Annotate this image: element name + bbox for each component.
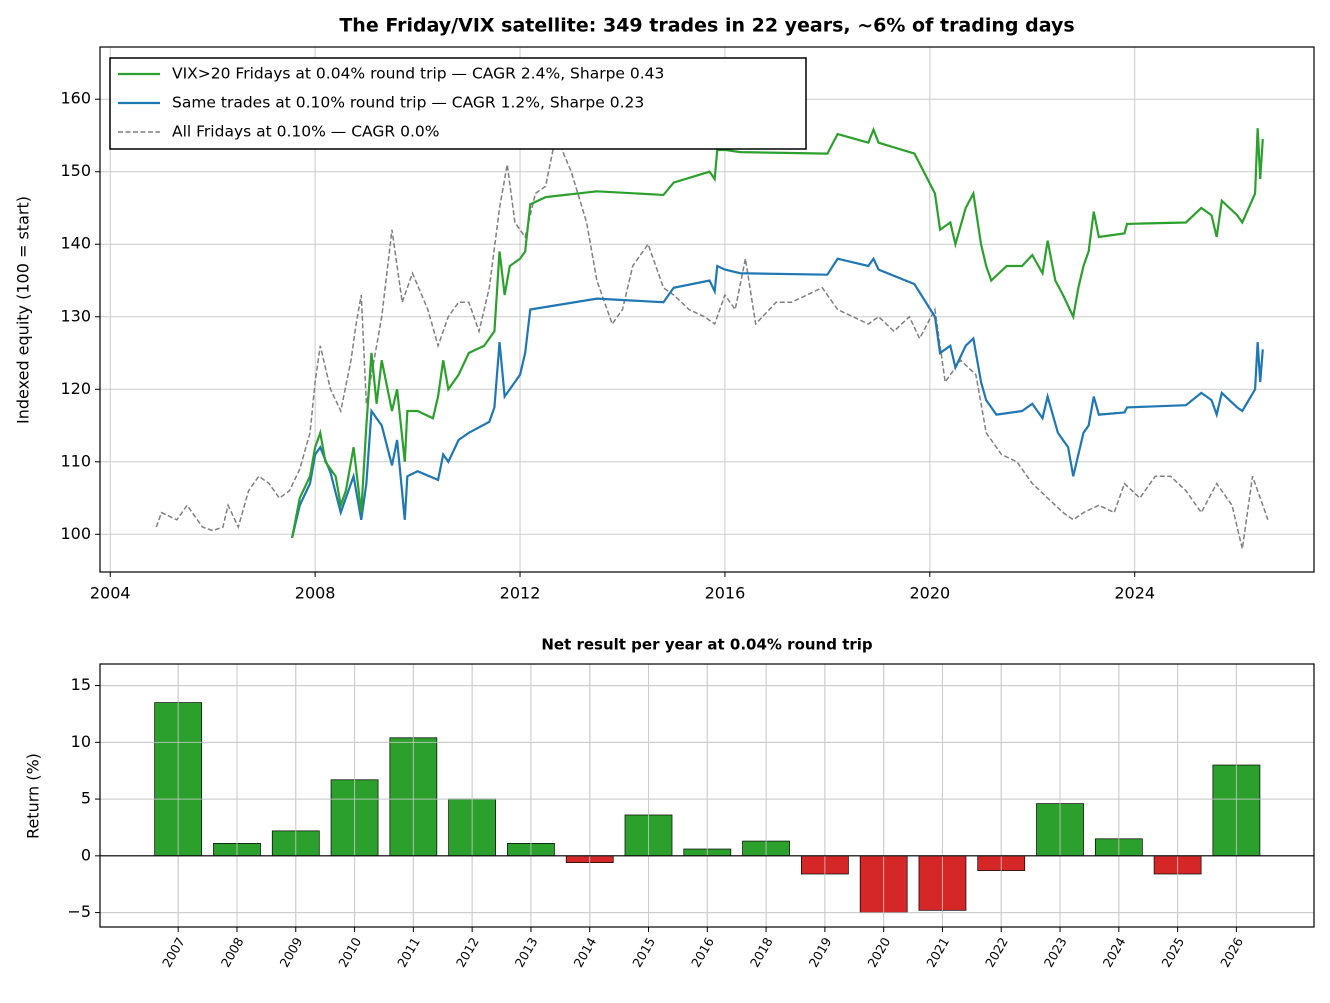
y-tick-label: 120: [60, 379, 91, 398]
plot-frame: [99, 46, 1315, 573]
chart-title: Net result per year at 0.04% round trip: [541, 636, 873, 654]
legend-label: VIX>20 Fridays at 0.04% round trip — CAG…: [172, 65, 664, 83]
y-tick-label: 110: [60, 451, 91, 470]
legend-label: All Fridays at 0.10% — CAGR 0.0%: [172, 123, 439, 141]
plot-frame: [99, 663, 1315, 928]
y-tick-label: 130: [60, 306, 91, 325]
x-tick-label: 2020: [909, 584, 950, 603]
y-axis-label: Indexed equity (100 = start): [14, 196, 33, 424]
series-line: [155, 132, 1269, 549]
chart-title: The Friday/VIX satellite: 349 trades in …: [339, 15, 1074, 37]
y-tick-label: 15: [71, 675, 91, 694]
x-tick-label: 2004: [90, 584, 131, 603]
y-tick-label: 5: [81, 789, 91, 808]
y-tick-label: 150: [60, 161, 91, 180]
y-tick-label: 160: [60, 89, 91, 108]
series-line: [291, 126, 1264, 539]
x-tick-label: 2012: [500, 584, 541, 603]
legend: VIX>20 Fridays at 0.04% round trip — CAG…: [109, 57, 807, 150]
y-tick-label: 0: [81, 845, 91, 864]
y-tick-label: −5: [67, 902, 91, 921]
y-axis-label: Return (%): [24, 753, 43, 839]
x-tick-label: 2016: [705, 584, 746, 603]
legend-label: Same trades at 0.10% round trip — CAGR 1…: [172, 94, 644, 112]
series-line: [291, 256, 1264, 539]
y-tick-label: 10: [71, 732, 91, 751]
legend-box: [109, 57, 807, 150]
x-tick-label: 2024: [1114, 584, 1155, 603]
y-tick-label: 100: [60, 524, 91, 543]
y-tick-label: 140: [60, 234, 91, 253]
x-tick-label: 2008: [295, 584, 336, 603]
